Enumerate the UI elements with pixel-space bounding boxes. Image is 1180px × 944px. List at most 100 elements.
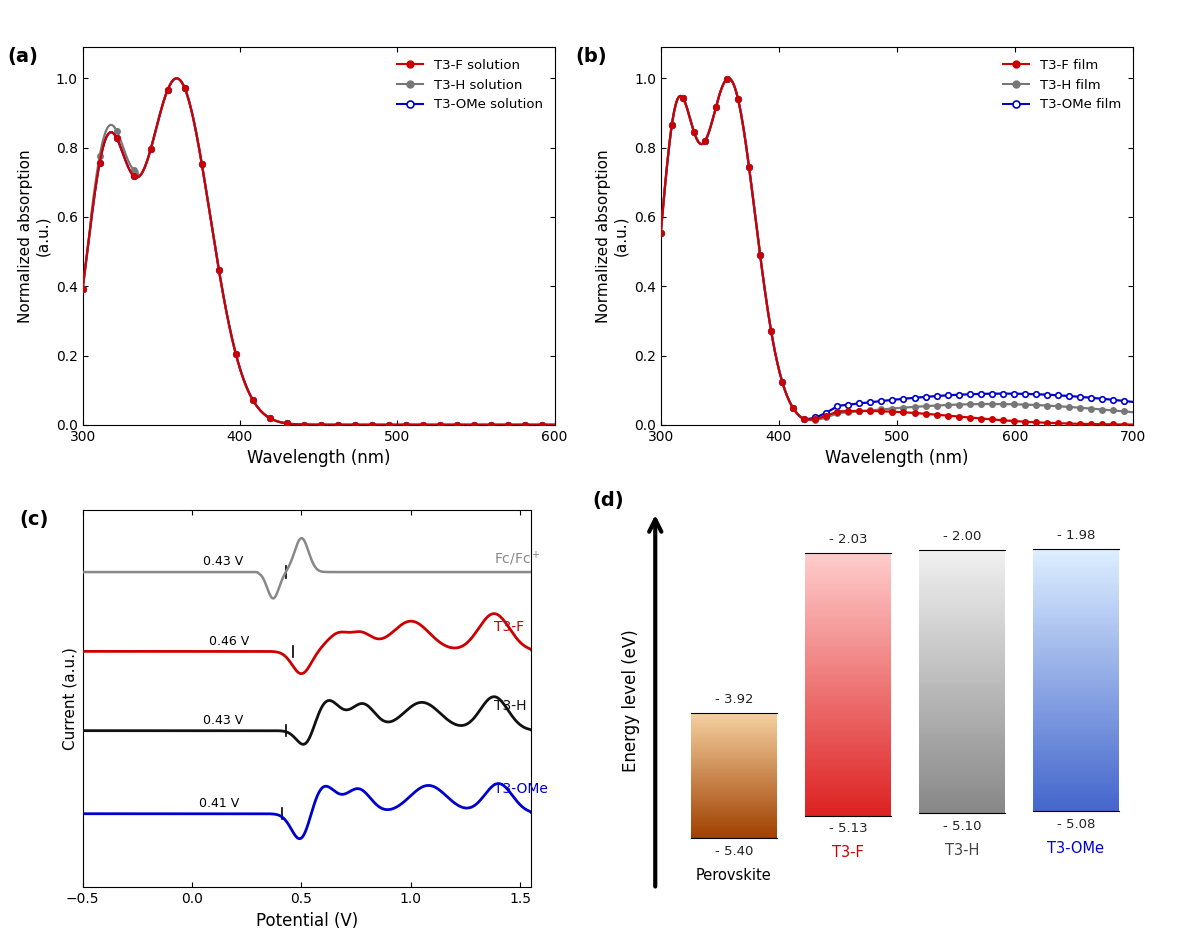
Bar: [1032, 612, 1120, 615]
Bar: [918, 676, 1005, 679]
Bar: [1032, 556, 1120, 559]
Text: Energy level (eV): Energy level (eV): [622, 630, 640, 772]
Bar: [1032, 593, 1120, 596]
Bar: [805, 729, 891, 732]
Bar: [1032, 722, 1120, 725]
Bar: [690, 822, 778, 823]
Bar: [690, 815, 778, 816]
Bar: [690, 719, 778, 720]
Bar: [918, 564, 1005, 566]
Bar: [918, 614, 1005, 615]
Bar: [1032, 785, 1120, 787]
Bar: [1032, 559, 1120, 562]
Bar: [918, 805, 1005, 808]
Bar: [690, 804, 778, 806]
Text: T3-F: T3-F: [493, 620, 524, 633]
Bar: [805, 668, 891, 671]
Bar: [918, 624, 1005, 627]
Bar: [1032, 651, 1120, 653]
Bar: [690, 791, 778, 792]
Bar: [918, 611, 1005, 614]
Bar: [918, 692, 1005, 695]
Bar: [690, 773, 778, 774]
Bar: [805, 716, 891, 718]
Bar: [1032, 643, 1120, 646]
Bar: [805, 679, 891, 682]
Bar: [805, 771, 891, 773]
Bar: [918, 664, 1005, 666]
Bar: [1032, 659, 1120, 662]
Bar: [918, 768, 1005, 771]
Bar: [918, 745, 1005, 748]
Bar: [918, 615, 1005, 618]
Bar: [1032, 746, 1120, 749]
Legend: T3-F solution, T3-H solution, T3-OMe solution: T3-F solution, T3-H solution, T3-OMe sol…: [392, 54, 548, 116]
Bar: [690, 737, 778, 738]
Bar: [690, 723, 778, 724]
Bar: [805, 661, 891, 663]
Bar: [805, 598, 891, 600]
Bar: [805, 645, 891, 648]
Bar: [918, 650, 1005, 652]
Bar: [805, 574, 891, 577]
Bar: [805, 629, 891, 632]
Bar: [918, 736, 1005, 739]
Bar: [690, 834, 778, 836]
Bar: [690, 792, 778, 793]
Bar: [1032, 582, 1120, 585]
Bar: [805, 789, 891, 792]
Bar: [690, 735, 778, 737]
Bar: [690, 724, 778, 726]
Bar: [690, 748, 778, 750]
Bar: [690, 759, 778, 761]
Bar: [1032, 675, 1120, 677]
Bar: [805, 808, 891, 810]
Bar: [1032, 701, 1120, 703]
Bar: [690, 819, 778, 821]
Bar: [918, 634, 1005, 637]
Bar: [1032, 783, 1120, 785]
Bar: [690, 776, 778, 777]
Bar: [1032, 793, 1120, 796]
Bar: [918, 755, 1005, 758]
Bar: [918, 618, 1005, 621]
Bar: [805, 568, 891, 571]
Bar: [1032, 622, 1120, 625]
Bar: [690, 746, 778, 747]
Text: 0.46 V: 0.46 V: [210, 634, 250, 648]
Bar: [918, 771, 1005, 773]
Bar: [918, 810, 1005, 813]
Bar: [805, 600, 891, 602]
Text: T3-F: T3-F: [832, 845, 864, 860]
Bar: [805, 782, 891, 784]
Bar: [690, 807, 778, 808]
Bar: [805, 810, 891, 813]
Bar: [1032, 769, 1120, 772]
Bar: [1032, 609, 1120, 612]
Bar: [918, 748, 1005, 750]
Bar: [918, 668, 1005, 671]
Bar: [690, 720, 778, 722]
Bar: [690, 784, 778, 785]
Text: T3-OMe: T3-OMe: [493, 783, 548, 796]
Text: (c): (c): [20, 510, 50, 529]
Bar: [805, 813, 891, 816]
Bar: [1032, 772, 1120, 774]
Bar: [918, 579, 1005, 582]
Bar: [918, 718, 1005, 721]
Bar: [690, 728, 778, 730]
Bar: [805, 615, 891, 618]
Bar: [805, 721, 891, 723]
Text: (d): (d): [592, 491, 624, 510]
Bar: [805, 571, 891, 574]
Bar: [918, 752, 1005, 755]
Bar: [690, 818, 778, 819]
Bar: [1032, 756, 1120, 759]
Bar: [918, 600, 1005, 603]
Bar: [805, 752, 891, 755]
Bar: [1032, 790, 1120, 793]
Bar: [1032, 585, 1120, 588]
Bar: [805, 590, 891, 592]
Bar: [1032, 780, 1120, 783]
Bar: [1032, 719, 1120, 722]
